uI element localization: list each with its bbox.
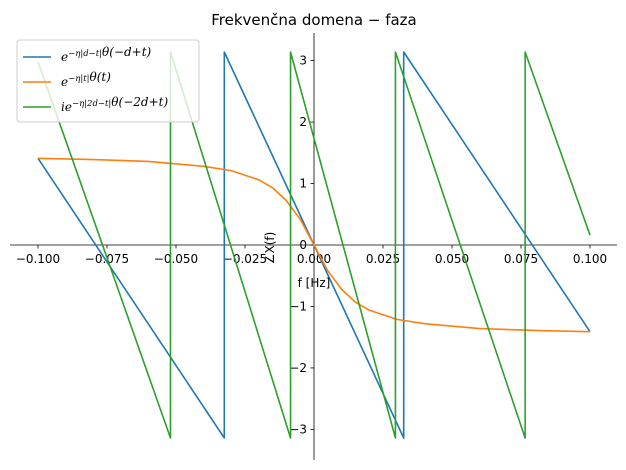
- y-tick-label: −1: [289, 299, 307, 313]
- y-tick-label: −2: [289, 361, 307, 375]
- x-tick-label: −0.025: [223, 252, 267, 266]
- x-tick-label: 0.050: [435, 252, 469, 266]
- legend-label-3: ie−η|2d−t|θ(−2d+t): [61, 95, 168, 114]
- series-line-3: [37, 51, 591, 439]
- legend-label-2: e−η|t|θ(t): [61, 70, 111, 89]
- x-tick-label: 0.000: [297, 252, 331, 266]
- y-tick-label: −3: [289, 422, 307, 436]
- y-tick-label: 1: [299, 177, 307, 191]
- x-tick-label: 0.075: [504, 252, 538, 266]
- legend-box: [16, 39, 200, 123]
- y-tick-label: 2: [299, 115, 307, 129]
- x-tick-label: −0.100: [16, 252, 60, 266]
- x-axis-label: f [Hz]: [298, 276, 331, 290]
- y-tick-label: 0: [299, 238, 307, 252]
- x-tick-label: −0.050: [154, 252, 198, 266]
- y-tick-label: 3: [299, 54, 307, 68]
- series-line-2: [37, 157, 591, 333]
- x-tick-label: 0.100: [573, 252, 607, 266]
- legend-label-1: e−η|d−t|θ(−d+t): [61, 45, 152, 64]
- chart-title: Frekvenčna domena − faza: [211, 11, 417, 29]
- x-tick-label: 0.025: [366, 252, 400, 266]
- y-axis-label: ∠X(f): [263, 232, 277, 265]
